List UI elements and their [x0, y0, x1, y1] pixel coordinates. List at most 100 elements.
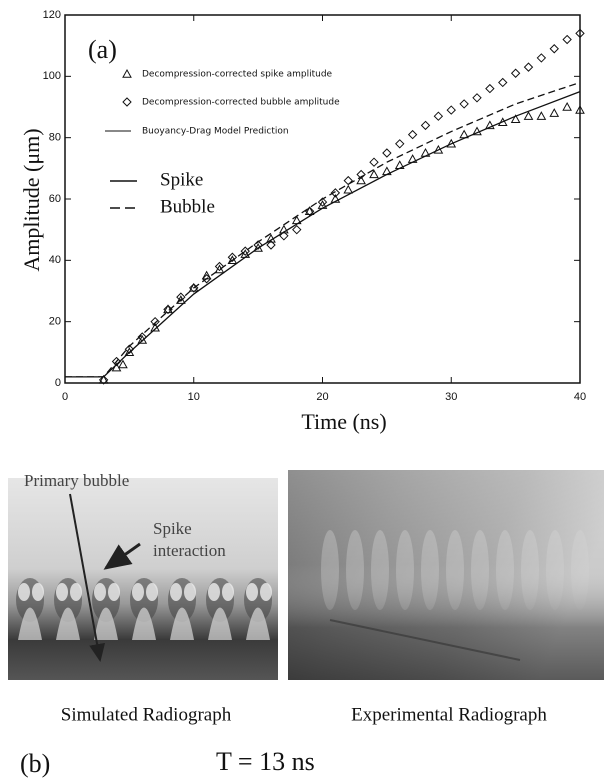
diamond-marker — [150, 316, 160, 327]
x-axis-label: Time (ns) — [301, 409, 386, 434]
texture — [32, 583, 44, 601]
texture — [208, 607, 232, 640]
y-tick-label: 20 — [49, 316, 61, 328]
diamond-marker — [395, 139, 405, 149]
diamond-marker — [446, 105, 456, 115]
diamond-marker — [510, 68, 521, 78]
diamond-marker — [382, 148, 392, 158]
texture — [170, 583, 182, 601]
diamond-marker — [343, 175, 353, 186]
texture — [246, 583, 258, 601]
model-line — [65, 81, 581, 378]
diamond-marker — [124, 344, 135, 354]
diamond-marker — [227, 252, 238, 262]
texture — [146, 583, 158, 601]
x-tick-label: 20 — [316, 391, 328, 403]
y-tick-label: 0 — [55, 377, 61, 389]
x-tick-label: 30 — [445, 391, 457, 403]
diamond-marker — [498, 77, 508, 88]
triangle-marker — [343, 184, 354, 194]
triangle-marker — [523, 111, 534, 120]
texture — [56, 607, 80, 640]
diamond-marker — [292, 224, 302, 235]
diamond-marker — [330, 188, 341, 198]
triangle-marker — [330, 193, 341, 203]
panel-label: (a) — [88, 35, 117, 64]
legend-label: Spike — [160, 169, 203, 190]
diamond-marker — [562, 34, 572, 45]
triangle-marker — [304, 206, 315, 215]
y-axis-label: Amplitude (μm) — [19, 128, 44, 271]
image-annotation: Spike — [153, 519, 192, 538]
diamond-marker — [98, 375, 109, 385]
diamond-marker — [122, 97, 132, 107]
diamond-marker — [369, 157, 379, 167]
experimental-image — [288, 470, 604, 680]
triangle-marker — [118, 359, 128, 369]
y-tick-label: 40 — [49, 254, 61, 266]
diamond-marker — [420, 120, 431, 131]
legend-label: Buoyancy-Drag Model Prediction — [142, 127, 289, 137]
image-annotation: Primary bubble — [24, 471, 129, 490]
x-tick-label: 0 — [62, 391, 68, 403]
texture — [132, 583, 144, 601]
panel-label: (b) — [20, 749, 50, 778]
diamond-marker — [253, 240, 263, 250]
diamond-marker — [575, 28, 585, 39]
triangle-marker — [122, 68, 132, 78]
texture — [132, 607, 156, 640]
y-tick-label: 60 — [49, 193, 61, 205]
diamond-marker — [459, 99, 469, 109]
plot: 0 10 20 30 40 0 20 40 60 80 100 120 Decompression-co… — [43, 9, 586, 403]
time-label: T = 13 ns — [216, 747, 315, 776]
diamond-marker — [317, 197, 328, 207]
triangle-marker — [485, 120, 495, 130]
texture — [170, 607, 194, 640]
x-tick-label: 40 — [574, 391, 586, 403]
texture — [260, 583, 272, 601]
texture — [94, 607, 118, 640]
diamond-marker — [536, 53, 547, 63]
diamond-marker — [111, 356, 122, 367]
triangle-marker — [150, 322, 160, 332]
diamond-marker — [201, 274, 212, 284]
triangle-marker — [575, 105, 585, 114]
texture — [18, 583, 30, 601]
diamond-marker — [176, 292, 186, 302]
legend-label: Decompression-corrected spike amplitude — [142, 70, 333, 80]
texture — [18, 607, 42, 640]
diamond-marker — [472, 93, 482, 103]
texture — [208, 583, 220, 601]
texture — [56, 583, 68, 601]
image-caption: Simulated Radiograph — [61, 704, 232, 725]
y-tick-label: 100 — [43, 70, 61, 82]
x-tick-label: 10 — [188, 391, 200, 403]
triangle-marker — [536, 111, 547, 120]
triangle-marker — [562, 101, 572, 111]
y-tick-label: 120 — [43, 9, 61, 21]
texture — [70, 583, 82, 601]
diamond-marker — [523, 62, 534, 72]
diamond-marker — [485, 83, 495, 94]
diamond-marker — [214, 261, 225, 272]
texture — [222, 583, 234, 601]
model-line — [65, 91, 581, 378]
texture — [246, 607, 270, 640]
triangle-marker — [356, 175, 366, 185]
diamond-marker — [433, 111, 444, 121]
triangle-marker — [472, 126, 482, 136]
diamond-marker — [356, 169, 366, 180]
simulated-image — [8, 478, 278, 680]
y-tick-label: 80 — [49, 132, 61, 144]
triangle-marker — [510, 114, 521, 123]
diamond-marker — [266, 240, 276, 250]
triangle-marker — [549, 108, 560, 117]
image-annotation: interaction — [153, 541, 226, 560]
texture — [94, 583, 106, 601]
texture — [108, 583, 120, 601]
triangle-marker — [369, 169, 379, 179]
texture — [184, 583, 196, 601]
image-caption: Experimental Radiograph — [351, 704, 547, 725]
